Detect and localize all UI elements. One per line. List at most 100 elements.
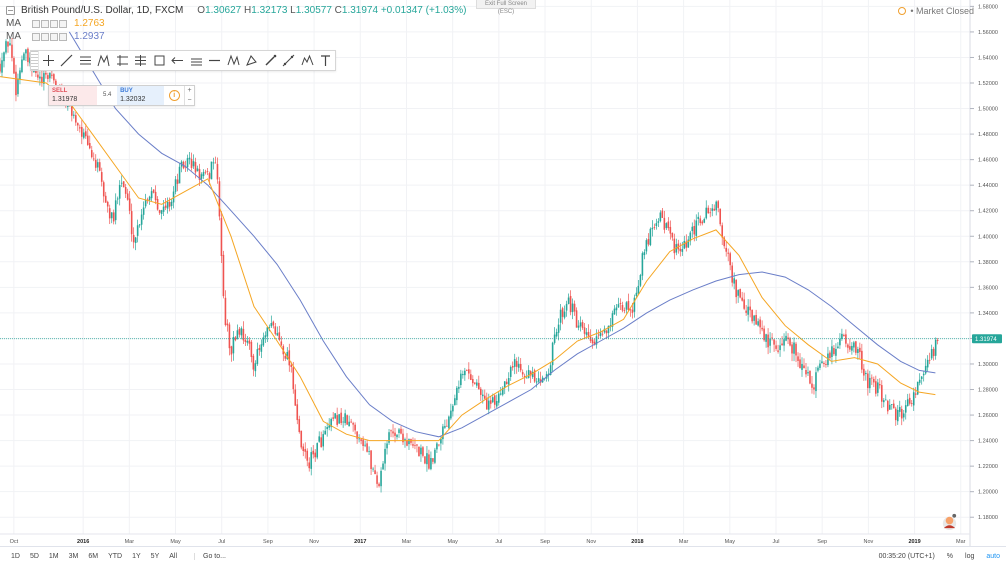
candle [861,343,863,374]
candle [757,318,759,327]
horizontal-lines-tool-button[interactable] [76,51,95,70]
candle [811,376,813,394]
candle [581,319,584,330]
price-tick-label: 1.40000 [978,234,998,240]
timeframe-button-1m[interactable]: 1M [48,553,59,560]
price-tick-label: 1.46000 [978,158,998,164]
trend-line-tool-button[interactable] [57,51,76,70]
last-price-text: 1.31974 [975,337,997,343]
increase-button[interactable]: + [187,87,192,94]
horizontal-line-icon [209,59,221,62]
toolbar-grip-handle[interactable] [31,51,39,70]
candle [344,409,346,426]
pitchfork-tool-button[interactable] [94,51,113,70]
candle [896,405,899,425]
timeframe-button-1y[interactable]: 1Y [132,553,141,560]
timeframe-button-all[interactable]: All [169,553,178,560]
candle [701,220,704,226]
timeframe-button-ytd[interactable]: YTD [108,553,123,560]
timeframe-button-5y[interactable]: 5Y [150,553,160,560]
candle [916,381,919,396]
candle [414,438,416,450]
measure-tool-button[interactable] [280,51,299,70]
candle [252,353,255,377]
rectangle-tool-button[interactable] [150,51,169,70]
candle [661,207,664,218]
time-axis[interactable]: Oct 2016 Mar May Jul Sep Nov 2017 Mar May Jul Sep No… [0,533,970,545]
sell-label: SELL [52,88,68,94]
indicator-row-ma-fast[interactable]: MA 1.2763 [6,17,466,30]
fib-tool-button[interactable] [131,51,150,70]
candle [928,352,931,365]
symbol-icon[interactable] [6,6,15,15]
candle [920,376,923,385]
candle [80,120,83,145]
percent-toggle[interactable]: % [946,553,954,560]
candle [924,358,927,375]
gann-tool-button[interactable] [113,51,132,70]
timeframe-button-5d[interactable]: 5D [29,553,39,560]
candle [412,437,414,449]
candle [75,111,77,126]
sell-button[interactable]: SELL 1.31978 [49,86,98,105]
candle [601,331,604,337]
candle [236,324,239,340]
symbol-title[interactable]: British Pound/U.S. Dollar, 1D, FXCM [21,5,184,16]
candle [352,421,354,432]
timeframe-button-3m[interactable]: 3M [68,553,79,560]
candle [719,208,722,227]
buy-button[interactable]: BUY 1.32032 [117,86,165,105]
candle [308,457,311,472]
candle [743,292,745,311]
candle [77,122,79,132]
price-axis[interactable]: 1.58000 1.56000 1.54000 1.52000 1.50000 1.480… [969,0,998,546]
candle [783,333,785,352]
spread-value: 5.4 [103,92,112,98]
parallel-channel-tool-button[interactable] [187,51,206,70]
horizontal-line-tool-button[interactable] [205,51,224,70]
horizontal-lines-icon [79,56,91,65]
go-to-date-button[interactable]: Go to... [194,553,226,560]
cross-tool-button[interactable] [39,51,58,70]
auto-scale-toggle[interactable]: auto [986,553,1000,560]
ma-fast-line [0,76,936,442]
candle [615,304,618,316]
text-tool-button[interactable] [317,51,336,70]
time-tick-label: Nov [863,539,873,545]
candle [258,344,261,356]
candle [316,442,319,460]
candle [114,193,117,225]
candle [27,47,29,67]
symbol-row: British Pound/U.S. Dollar, 1D, FXCM O1.3… [6,4,466,17]
candle [825,360,827,368]
log-toggle[interactable]: log [965,553,975,560]
candle [460,369,462,389]
gann-icon [116,55,128,66]
candle [918,373,921,386]
timeframe-button-6m[interactable]: 6M [88,553,99,560]
candle [144,193,147,209]
indicator-controls[interactable] [32,19,67,28]
price-tick-label: 1.26000 [978,413,998,419]
elliott-tool-button[interactable] [298,51,317,70]
brush-tool-button[interactable] [261,51,280,70]
exit-fullscreen-button[interactable]: Exit Full Screen (ESC) [476,0,536,15]
triangle-tool-button[interactable] [242,51,261,70]
candle [725,241,727,257]
timeframe-button-1d[interactable]: 1D [11,553,20,560]
xabcd-tool-button[interactable] [224,51,243,70]
indicator-row-ma-slow[interactable]: MA 1.2937 [6,30,466,43]
candle [420,444,422,462]
price-tick-label: 1.34000 [978,311,998,317]
candle [571,298,574,320]
info-button[interactable]: i [164,86,184,105]
indicator-controls[interactable] [32,32,67,41]
decrease-button[interactable]: − [187,96,192,104]
high-key: H [244,5,252,16]
arrow-tool-button[interactable] [168,51,187,70]
timezone-clock[interactable]: 00:35:20 (UTC+1) [878,553,935,560]
candle [583,322,586,340]
user-avatar-icon[interactable] [940,512,959,531]
